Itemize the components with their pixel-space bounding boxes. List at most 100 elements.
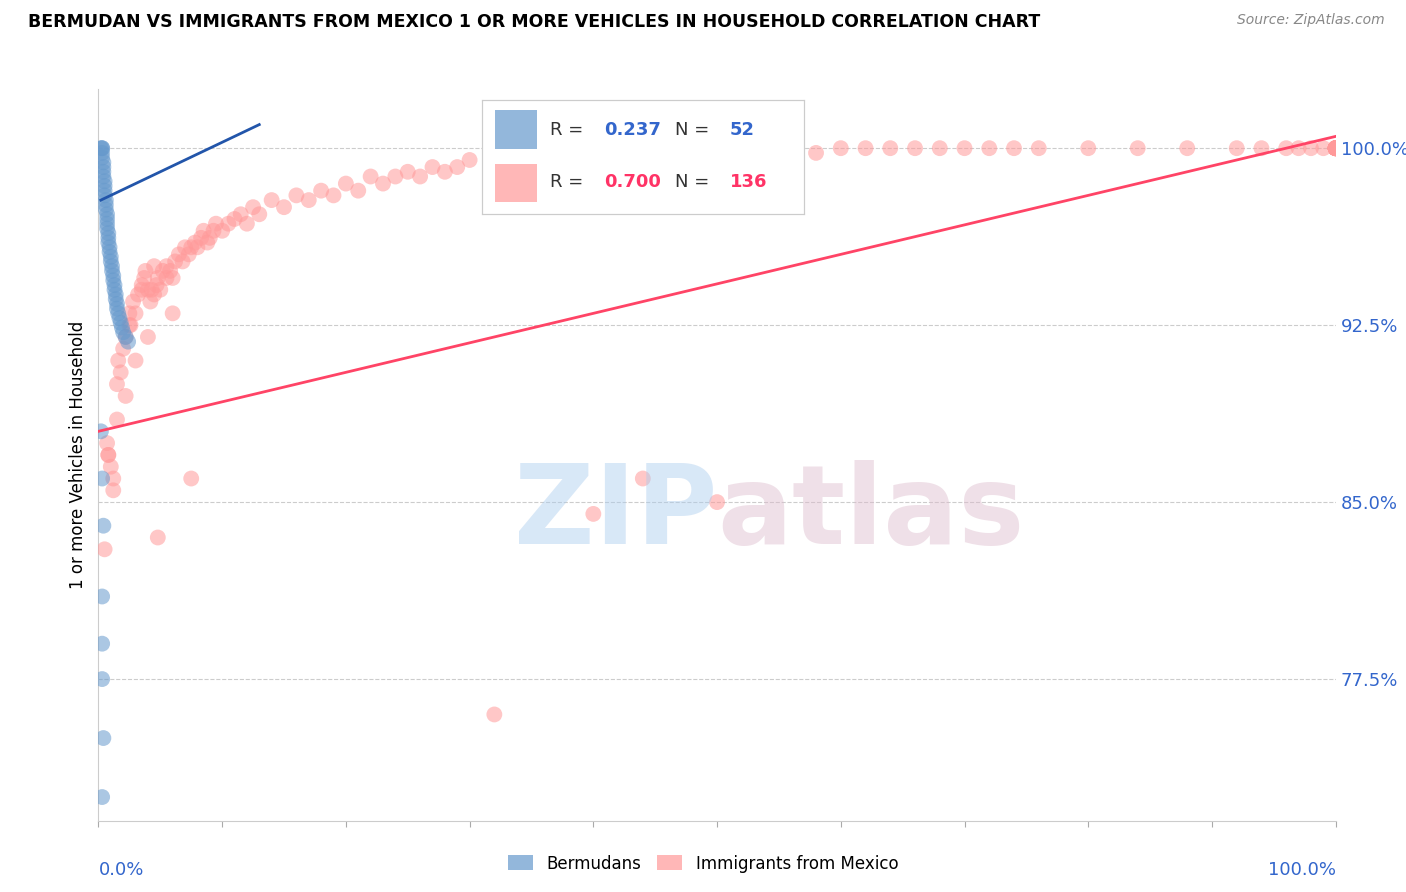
Point [97,226,120,240]
Point [103,268,125,283]
Point [103,278,125,293]
Point [91,141,114,155]
Point [1250,141,1272,155]
Point [285,188,308,202]
Point [122,294,145,309]
Point [165,254,187,268]
Point [1275,141,1298,155]
Point [100,254,122,268]
Point [804,145,827,160]
Point [93,178,115,193]
Point [755,145,778,160]
Point [159,264,181,278]
Point [1288,141,1310,155]
Point [180,471,202,485]
Point [1324,141,1347,155]
Point [103,471,125,485]
Point [298,193,321,207]
Point [631,153,654,167]
Point [107,353,129,368]
Point [229,207,252,221]
Point [1299,141,1322,155]
Point [93,160,115,174]
Point [205,217,228,231]
Point [100,250,122,264]
Point [112,325,135,339]
Text: BERMUDAN VS IMMIGRANTS FROM MEXICO 1 OR MORE VEHICLES IN HOUSEHOLD CORRELATION C: BERMUDAN VS IMMIGRANTS FROM MEXICO 1 OR … [28,13,1040,31]
Point [93,169,115,184]
Point [1324,141,1347,155]
Point [1028,141,1050,155]
Point [124,306,146,320]
Point [136,283,159,297]
Point [309,184,332,198]
Point [360,169,382,184]
Point [193,224,215,238]
Point [90,141,112,155]
Point [155,271,177,285]
Point [91,590,114,604]
Point [98,245,121,260]
Point [105,377,128,392]
Point [145,278,167,293]
Point [1126,141,1149,155]
Point [108,311,131,326]
Point [1324,141,1347,155]
Point [260,193,283,207]
Point [681,153,703,167]
Point [953,141,976,155]
Point [96,436,118,450]
Point [582,153,605,167]
Point [96,207,118,221]
Point [110,316,132,330]
Point [162,306,184,320]
Point [607,145,630,160]
Point [111,320,134,334]
Point [371,177,394,191]
Point [136,330,159,344]
Text: 0.0%: 0.0% [98,861,143,879]
Point [131,283,153,297]
Point [202,224,225,238]
Point [657,145,679,160]
Point [1312,141,1334,155]
Point [91,151,114,165]
Point [97,235,120,250]
Point [830,141,852,155]
Text: atlas: atlas [717,460,1025,567]
Point [1226,141,1249,155]
Text: Source: ZipAtlas.com: Source: ZipAtlas.com [1237,13,1385,28]
Point [96,221,118,235]
Point [134,271,156,285]
Point [1324,141,1347,155]
Point [112,342,135,356]
Point [458,153,481,167]
Point [184,235,207,250]
Point [96,217,118,231]
Point [93,518,115,533]
Point [152,264,174,278]
Point [93,188,115,202]
Point [134,264,156,278]
Point [131,278,153,293]
Point [146,531,169,545]
Text: 100.0%: 100.0% [1268,861,1336,879]
Point [174,240,197,254]
Point [1324,141,1347,155]
Point [146,271,169,285]
Point [162,271,184,285]
Point [557,153,579,167]
Point [91,790,114,805]
Point [93,165,115,179]
Point [879,141,901,155]
Point [97,231,120,245]
Point [97,448,120,462]
Point [100,459,122,474]
Point [167,247,190,261]
Point [446,160,468,174]
Point [177,247,200,261]
Point [155,259,177,273]
Point [91,672,114,686]
Point [93,155,115,169]
Point [409,169,432,184]
